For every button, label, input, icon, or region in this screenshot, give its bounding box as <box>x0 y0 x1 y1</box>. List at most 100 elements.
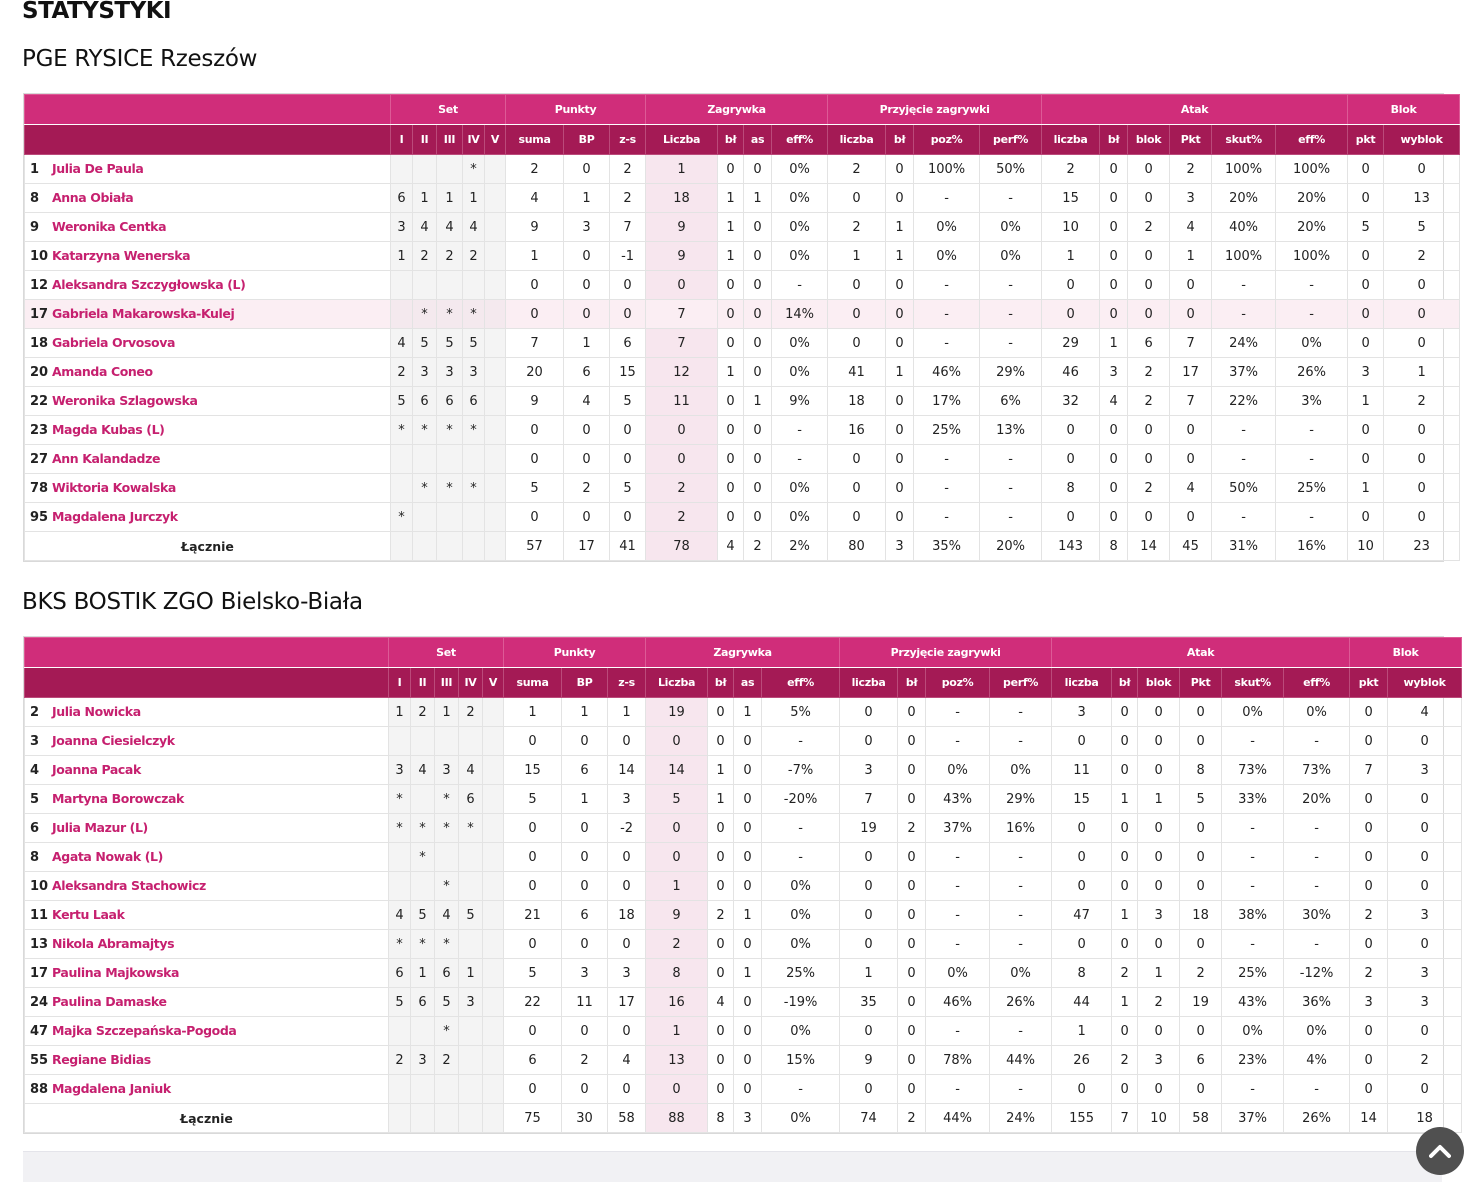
stat-cell: 0 <box>717 502 745 532</box>
player-row: 11 Kertu Laak 4 5 4 5 21 6 18 9 2 1 0% 0 0- -47 1 3 18 38% 3… <box>24 900 1463 930</box>
player-number: 27 <box>30 452 49 467</box>
stat-cell: 0 <box>885 444 915 474</box>
player-name-link[interactable]: Aleksandra Stachowicz <box>52 878 206 893</box>
player-row: 13 Nikola Abramajtys * * * 0 0 0 2 0 0 0% 0 0- -0 0 0 0- -… <box>24 929 1463 959</box>
stat-cell: - <box>1275 502 1349 532</box>
set-cell <box>481 697 505 727</box>
column-header: IV <box>462 124 485 155</box>
set-cell <box>462 531 485 561</box>
player-cell: 5 Martyna Borowczak <box>24 784 389 814</box>
total-stat-cell: 3 <box>733 1103 763 1133</box>
stat-cell: 0 <box>1041 270 1101 300</box>
player-name-link[interactable]: Joanna Ciesielczyk <box>52 733 175 748</box>
player-name-link[interactable]: Joanna Pacak <box>52 762 141 777</box>
stat-cell: 20% <box>1275 212 1349 242</box>
player-name-link[interactable]: Katarzyna Wenerska <box>52 248 191 263</box>
stat-cell: 0 <box>743 328 773 358</box>
stat-cell: 0 <box>897 1016 927 1046</box>
player-cell: 13 Nikola Abramajtys <box>24 929 389 959</box>
stat-cell: 0 <box>743 154 773 184</box>
stat-cell: 0 <box>1387 929 1463 959</box>
stat-cell: 47 <box>1051 900 1113 930</box>
stat-cell: 0 <box>1387 784 1463 814</box>
stat-cell: - <box>979 444 1043 474</box>
set-cell <box>412 444 437 474</box>
player-name-link[interactable]: Agata Nowak (L) <box>52 849 163 864</box>
scroll-to-top-button[interactable] <box>1416 1127 1464 1175</box>
stat-cell: 0 <box>1383 444 1461 474</box>
stat-cell: 0 <box>503 1016 563 1046</box>
stat-cell: 0 <box>827 183 887 213</box>
player-name-link[interactable]: Weronika Szlagowska <box>52 393 198 408</box>
stat-cell: 1 <box>1169 241 1213 271</box>
set-cell: * <box>458 813 483 843</box>
set-cell <box>412 154 437 184</box>
stat-cell: 0 <box>1127 241 1171 271</box>
player-name-link[interactable]: Julia De Paula <box>52 161 144 176</box>
set-cell: * <box>462 415 485 445</box>
stat-cell: 12 <box>645 357 719 387</box>
player-name-link[interactable]: Magdalena Jurczyk <box>52 509 178 524</box>
player-name-link[interactable]: Wiktoria Kowalska <box>52 480 176 495</box>
stat-cell: 0 <box>1387 842 1463 872</box>
player-name-link[interactable]: Magdalena Janiuk <box>52 1081 171 1096</box>
player-name-link[interactable]: Kertu Laak <box>52 907 125 922</box>
player-name-link[interactable]: Magda Kubas (L) <box>52 422 165 437</box>
stat-cell: 0 <box>897 987 927 1017</box>
player-name-link[interactable]: Paulina Majkowska <box>52 965 180 980</box>
player-name-link[interactable]: Julia Nowicka <box>52 704 141 719</box>
stat-cell: 0 <box>1137 697 1181 727</box>
stat-cell: 0 <box>707 929 735 959</box>
header-blank <box>24 667 389 698</box>
stat-cell: 0 <box>1137 755 1181 785</box>
stat-cell: 2 <box>1179 958 1223 988</box>
stat-cell: 0 <box>1127 502 1171 532</box>
set-cell: 2 <box>390 357 413 387</box>
stat-cell: 0 <box>505 502 565 532</box>
stat-cell: 0 <box>827 473 887 503</box>
stat-cell: 2 <box>1127 357 1171 387</box>
column-header: eff% <box>771 124 829 155</box>
stat-cell: 0 <box>607 929 647 959</box>
player-name-link[interactable]: Regiane Bidias <box>52 1052 151 1067</box>
set-cell: * <box>388 929 411 959</box>
stat-cell: 0 <box>645 444 719 474</box>
player-name-link[interactable]: Ann Kalandadze <box>52 451 161 466</box>
player-name-link[interactable]: Aleksandra Szczygłowska (L) <box>52 277 246 292</box>
player-name-link[interactable]: Gabriela Orvosova <box>52 335 175 350</box>
stat-cell: 3 <box>561 958 609 988</box>
stat-cell: 0 <box>1383 299 1461 329</box>
stat-cell: 0 <box>733 1045 763 1075</box>
stat-cell: 0 <box>827 328 887 358</box>
player-name-link[interactable]: Paulina Damaske <box>52 994 167 1009</box>
stat-cell: - <box>989 929 1053 959</box>
stat-cell: 15 <box>1041 183 1101 213</box>
player-cell: 11 Kertu Laak <box>24 900 389 930</box>
player-name-link[interactable]: Gabriela Makarowska-Kulej <box>52 306 235 321</box>
total-stat-cell: 26% <box>1283 1103 1351 1133</box>
stat-cell: 1 <box>563 328 611 358</box>
stat-cell: - <box>979 473 1043 503</box>
set-cell: 5 <box>436 328 463 358</box>
player-name-link[interactable]: Anna Obiała <box>52 190 134 205</box>
player-cell: 78 Wiktoria Kowalska <box>24 473 391 503</box>
player-name-link[interactable]: Julia Mazur (L) <box>52 820 148 835</box>
total-stat-cell: 24% <box>989 1103 1053 1133</box>
set-cell <box>481 871 505 901</box>
stat-cell: 0 <box>707 1045 735 1075</box>
stat-cell: 1 <box>707 784 735 814</box>
set-cell <box>390 270 413 300</box>
stat-cell: 0 <box>645 1074 709 1104</box>
stat-cell: 3 <box>839 755 899 785</box>
player-name-link[interactable]: Majka Szczepańska-Pogoda <box>52 1023 237 1038</box>
player-name-link[interactable]: Martyna Borowczak <box>52 791 184 806</box>
set-cell: 6 <box>412 386 437 416</box>
player-number: 1 <box>30 162 40 177</box>
stat-cell: 0 <box>885 183 915 213</box>
stat-cell: 0 <box>733 726 763 756</box>
column-header: perf% <box>979 124 1043 155</box>
player-name-link[interactable]: Weronika Centka <box>52 219 167 234</box>
player-name-link[interactable]: Amanda Coneo <box>52 364 153 379</box>
total-stat-cell: 88 <box>645 1103 709 1133</box>
player-name-link[interactable]: Nikola Abramajtys <box>52 936 175 951</box>
